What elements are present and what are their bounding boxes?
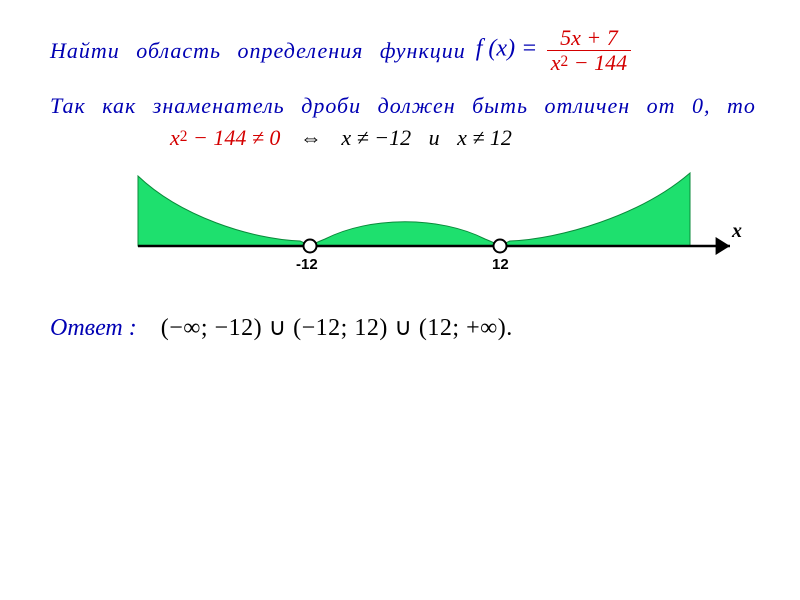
ineq-rest: − 144 ≠ 0 — [187, 125, 280, 150]
task-formula: f (x) = 5x + 7 x2 − 144 — [476, 26, 631, 75]
tick-label-12: 12 — [492, 256, 509, 273]
rhs-part1: x ≠ −12 — [341, 125, 411, 150]
function-fraction: 5x + 7 x2 − 144 — [547, 26, 631, 75]
and-word: и — [417, 125, 452, 150]
condition-sentence: Так как знаменатель дроби должен быть от… — [50, 93, 770, 119]
task-prompt: Найти область определения функции — [50, 38, 466, 64]
condition-formula: x2 − 144 ≠ 0 ⇔ x ≠ −12 и x ≠ 12 — [170, 125, 770, 151]
den-base: x — [551, 50, 561, 75]
den-rest: − 144 — [568, 50, 627, 75]
answer-intervals: (−∞; −12) ∪ (−12; 12) ∪ (12; +∞). — [161, 315, 513, 341]
ineq-lhs: x2 − 144 ≠ 0 — [170, 125, 286, 150]
answer-label: Ответ : — [50, 315, 137, 341]
diagram-svg — [130, 161, 750, 291]
func-lhs: f (x) = — [476, 36, 538, 62]
fraction-numerator: 5x + 7 — [547, 26, 631, 51]
iff-symbol: ⇔ — [286, 125, 336, 150]
page: Найти область определения функции f (x) … — [0, 0, 800, 342]
answer-line: Ответ : (−∞; −12) ∪ (−12; 12) ∪ (12; +∞)… — [50, 313, 770, 342]
axis-label-x: x — [732, 220, 742, 243]
rhs-part2: x ≠ 12 — [457, 125, 512, 150]
tick-label-minus12: -12 — [296, 256, 318, 273]
task-line: Найти область определения функции f (x) … — [50, 26, 770, 75]
ineq-base: x — [170, 125, 180, 150]
number-line-diagram: -12 12 x — [130, 161, 750, 291]
fraction-denominator: x2 − 144 — [547, 51, 631, 75]
